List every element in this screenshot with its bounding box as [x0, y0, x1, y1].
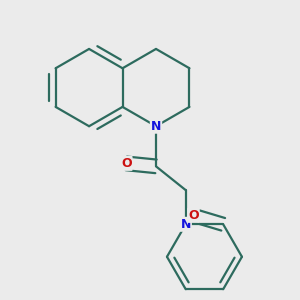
Text: N: N	[181, 218, 191, 231]
Text: O: O	[188, 209, 199, 222]
Text: N: N	[151, 120, 161, 133]
Text: O: O	[121, 157, 132, 170]
